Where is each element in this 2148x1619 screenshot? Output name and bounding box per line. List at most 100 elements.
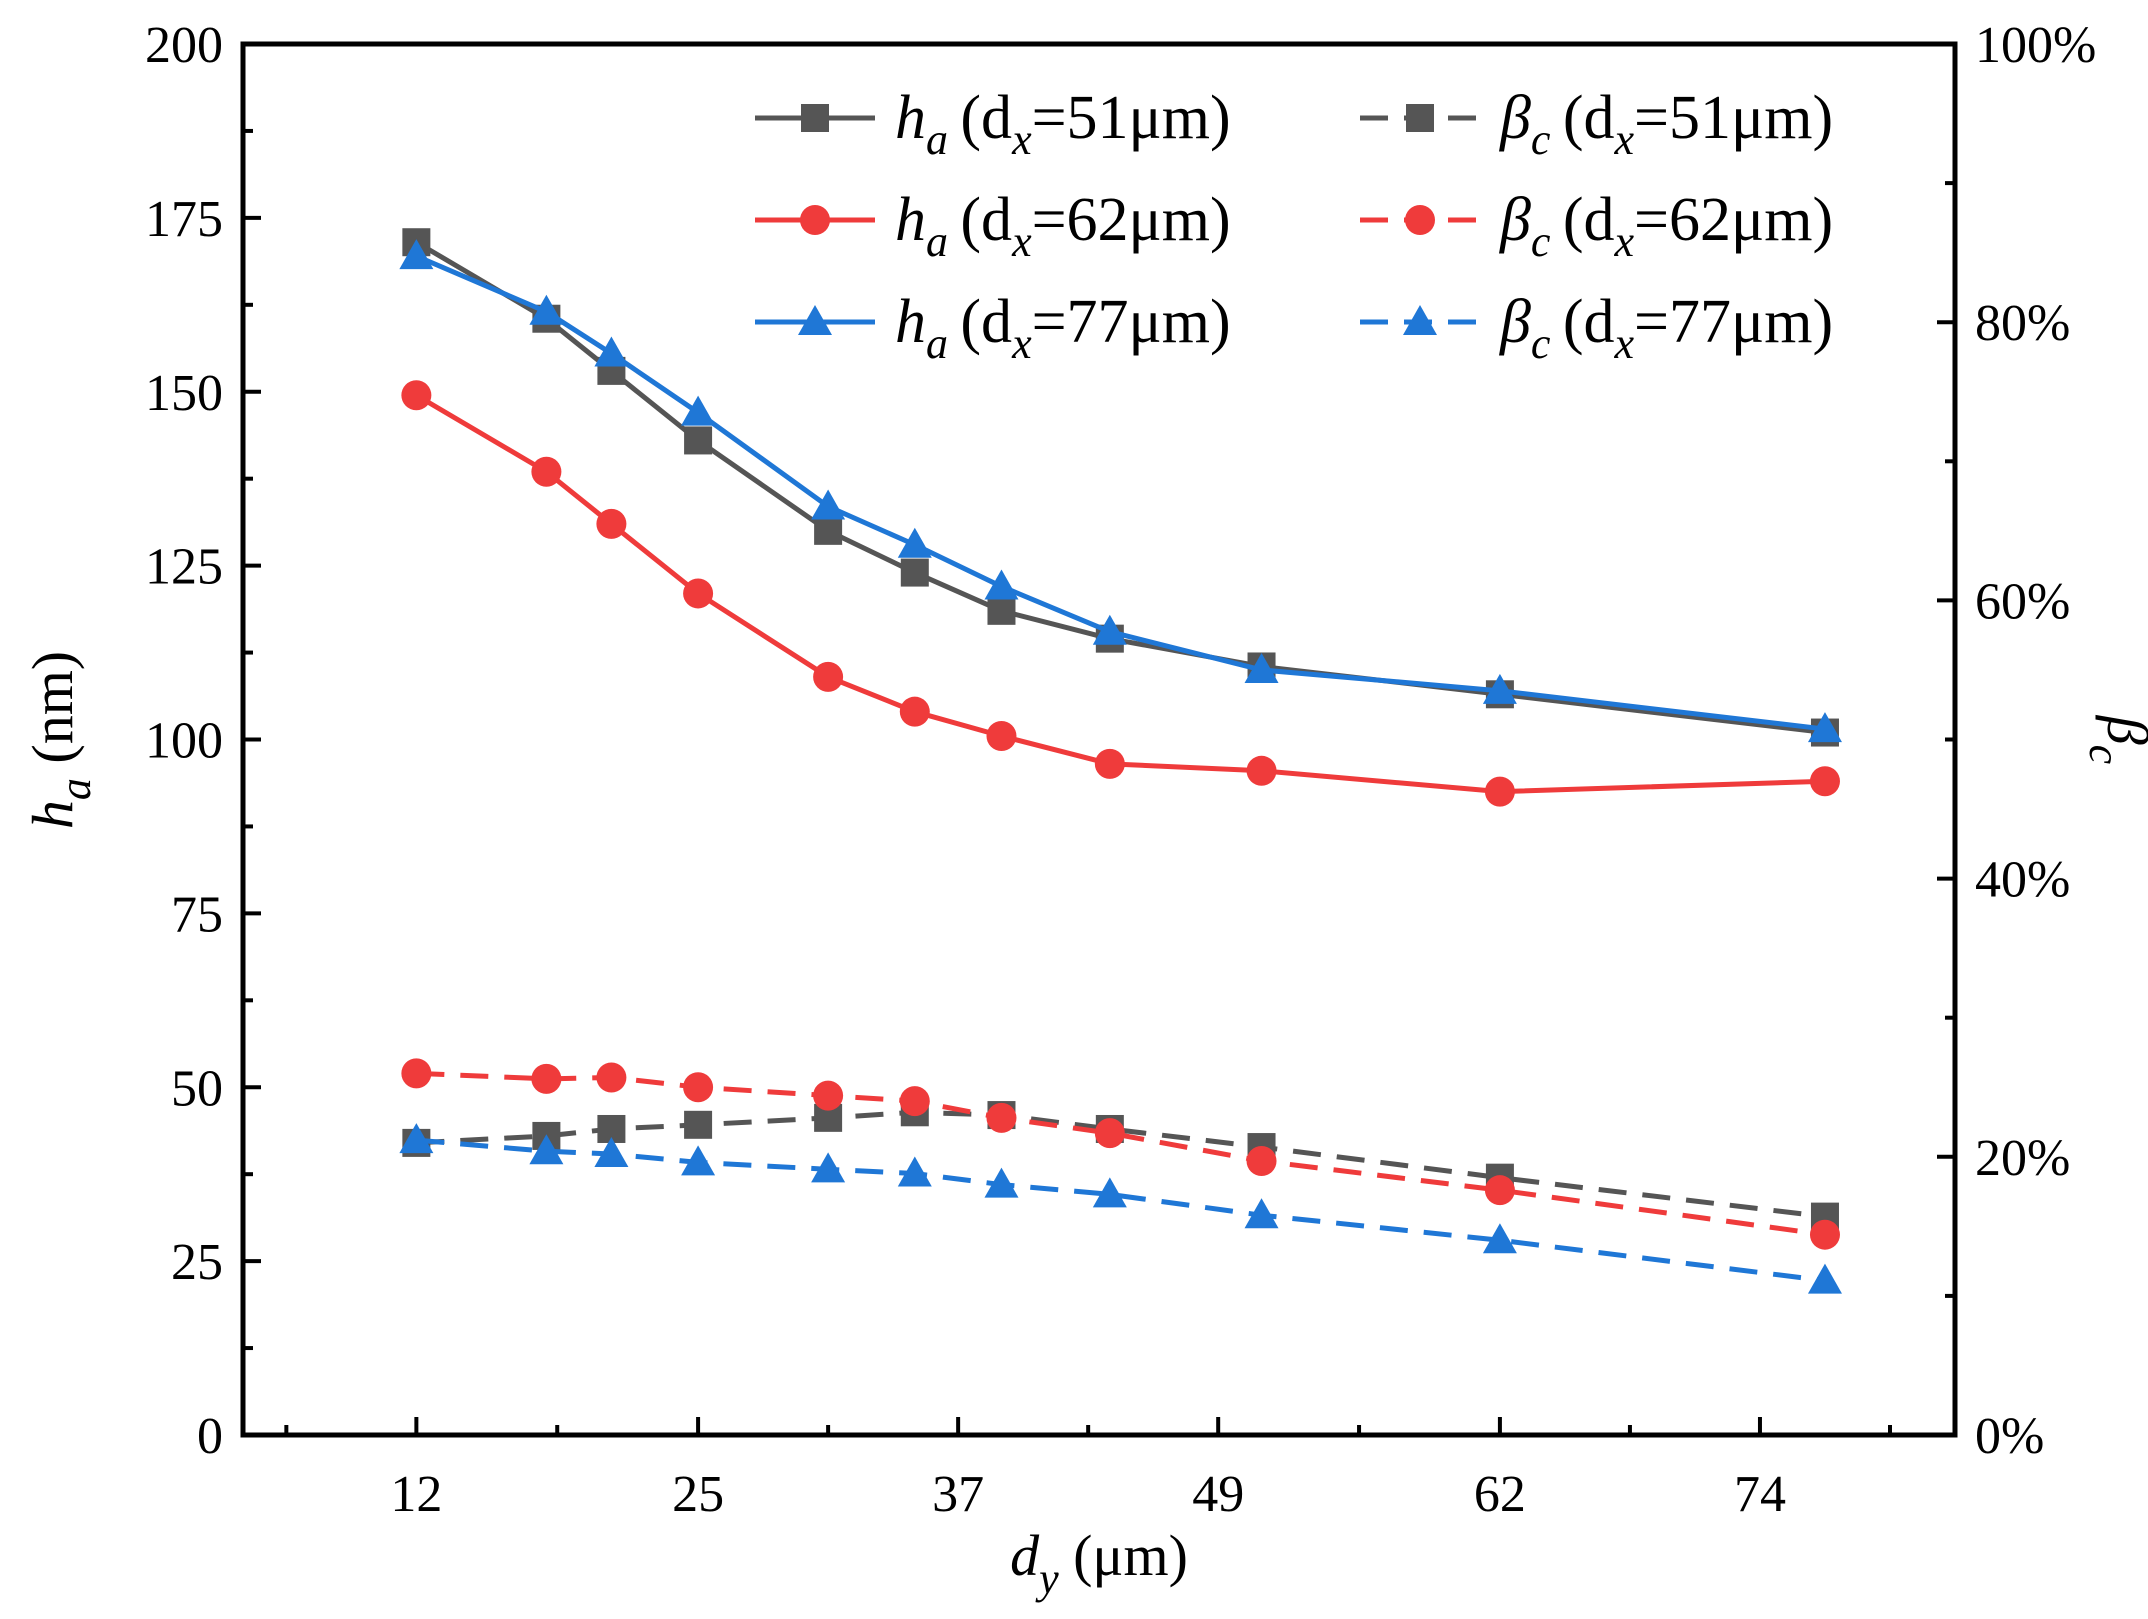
x-tick-label: 25: [672, 1466, 724, 1523]
data-point: [897, 527, 932, 558]
legend-item: βc (dx=77μm): [1360, 288, 1833, 368]
data-point: [811, 1152, 846, 1183]
data-point: [531, 456, 562, 487]
legend-marker: [800, 205, 830, 235]
y-left-tick-label: 0: [197, 1408, 223, 1465]
data-point: [986, 721, 1017, 752]
data-point: [596, 1062, 627, 1093]
data-point: [813, 1080, 844, 1111]
data-point: [984, 569, 1019, 600]
data-point: [1094, 748, 1125, 779]
legend-marker: [798, 305, 832, 335]
y-left-tick-label: 150: [145, 365, 223, 422]
legend: ha (dx=51μm) βc (dx=51μm) ha (dx=62μm) βc (…: [755, 84, 1833, 368]
data-point: [1246, 755, 1277, 786]
data-point: [401, 380, 432, 411]
y-right-tick-label: 40%: [1975, 852, 2070, 909]
legend-item: βc (dx=51μm): [1360, 84, 1833, 164]
data-point: [529, 294, 564, 325]
axis-ticks: [243, 42, 1955, 1437]
legend-item: ha (dx=62μm): [755, 186, 1231, 266]
data-point: [684, 1110, 713, 1139]
y-left-tick-label: 50: [171, 1060, 223, 1117]
data-point: [531, 1063, 562, 1094]
y-right-tick-label: 100%: [1975, 17, 2096, 74]
data-point: [1809, 1219, 1840, 1250]
data-point: [1807, 1263, 1842, 1294]
y-left-tick-label: 125: [145, 539, 223, 596]
legend-marker: [1406, 104, 1434, 132]
series-5: [401, 1058, 1840, 1250]
legend-item: ha (dx=51μm): [755, 84, 1231, 164]
data-point: [814, 516, 843, 545]
y-right-tick-label: 20%: [1975, 1130, 2070, 1187]
series-2: [401, 380, 1840, 807]
series-3: [399, 239, 1842, 743]
y-left-tick-label: 200: [145, 17, 223, 74]
data-point: [984, 1167, 1019, 1198]
data-point: [899, 696, 930, 727]
data-point: [1807, 712, 1842, 743]
data-point: [1809, 766, 1840, 797]
legend-label: ha (dx=51μm): [895, 84, 1231, 164]
x-tick-label: 62: [1474, 1466, 1526, 1523]
data-point: [897, 1156, 932, 1187]
y-right-tick-label: 60%: [1975, 573, 2070, 630]
data-point: [684, 426, 713, 455]
x-tick-label: 37: [932, 1466, 984, 1523]
data-point: [681, 395, 716, 426]
data-point: [813, 661, 844, 692]
y-left-tick-label: 75: [171, 886, 223, 943]
axis-tick-labels: 12 25 37 49 62 74 0 25 50 75 100 125 150 175 200 0% 20% 4…: [145, 17, 2096, 1523]
legend-item: βc (dx=62μm): [1360, 186, 1833, 266]
legend-label: ha (dx=77μm): [895, 288, 1231, 368]
y-right-tick-label: 0%: [1975, 1408, 2044, 1465]
legend-item: ha (dx=77μm): [755, 288, 1231, 368]
y-left-tick-label: 175: [145, 191, 223, 248]
legend-label: βc (dx=77μm): [1499, 288, 1833, 368]
data-point: [1244, 652, 1279, 683]
data-point: [401, 1058, 432, 1089]
data-point: [683, 1072, 714, 1103]
data-point: [899, 1086, 930, 1117]
legend-label: ha (dx=62μm): [895, 186, 1231, 266]
data-point: [1244, 1198, 1279, 1229]
y-axis-title-left: ha (nm): [20, 651, 100, 829]
x-tick-label: 74: [1734, 1466, 1786, 1523]
data-point: [1094, 1118, 1125, 1149]
data-point: [399, 239, 434, 270]
y-left-tick-label: 25: [171, 1234, 223, 1291]
data-point: [1092, 614, 1127, 645]
legend-label: βc (dx=51μm): [1499, 84, 1833, 164]
data-point: [399, 1123, 434, 1154]
plot-series: [399, 228, 1842, 1294]
y-right-tick-label: 80%: [1975, 295, 2070, 352]
y-axis-title-right: βc: [2080, 715, 2148, 765]
y-left-tick-label: 100: [145, 713, 223, 770]
x-tick-label: 12: [390, 1466, 442, 1523]
data-point: [1482, 1223, 1517, 1254]
data-point: [529, 1134, 564, 1165]
data-point: [811, 489, 846, 520]
data-point: [1246, 1145, 1277, 1176]
data-point: [681, 1145, 716, 1176]
x-axis-title: dy (μm): [1010, 1523, 1188, 1603]
data-point: [683, 578, 714, 609]
data-point: [1092, 1177, 1127, 1208]
legend-marker: [1405, 205, 1435, 235]
data-point: [1482, 673, 1517, 704]
x-tick-label: 49: [1192, 1466, 1244, 1523]
plot-frame: [240, 41, 1958, 1438]
data-point: [1484, 1175, 1515, 1206]
legend-marker: [801, 104, 829, 132]
data-point: [1484, 776, 1515, 807]
data-point: [596, 508, 627, 539]
data-point: [594, 336, 629, 367]
series-6: [399, 1123, 1842, 1294]
legend-label: βc (dx=62μm): [1499, 186, 1833, 266]
data-point: [986, 1102, 1017, 1133]
legend-marker: [1403, 305, 1437, 335]
data-point: [594, 1137, 629, 1168]
